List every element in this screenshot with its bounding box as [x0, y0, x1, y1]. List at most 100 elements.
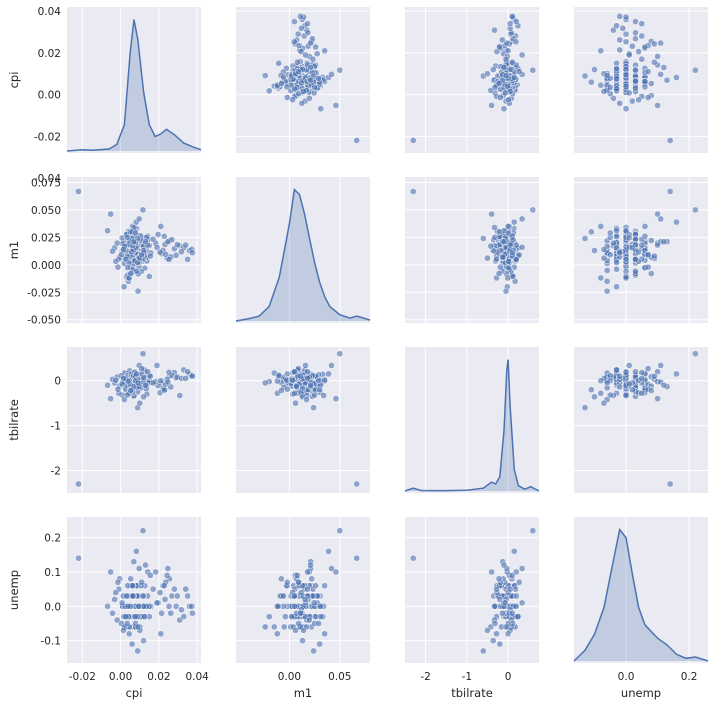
- scatter-point: [140, 637, 147, 645]
- scatter-point: [316, 386, 323, 394]
- scatter-point: [139, 206, 147, 214]
- scatter-point: [495, 270, 503, 277]
- scatter-point: [132, 229, 139, 237]
- panel-tbilrate-vs-unemp: [574, 347, 708, 493]
- scatter-point: [325, 548, 332, 555]
- scatter-point: [504, 229, 512, 237]
- scatter-point: [189, 372, 196, 380]
- scatter-point: [127, 387, 135, 394]
- scatter-point: [504, 274, 512, 282]
- scatter-point: [295, 620, 303, 627]
- scatter-point: [123, 391, 131, 399]
- scatter-point: [635, 96, 642, 104]
- scatter-point: [610, 95, 617, 102]
- scatter-point: [632, 77, 639, 85]
- scatter-point: [673, 74, 680, 81]
- scatter-point: [280, 73, 287, 81]
- scatter-point: [292, 627, 299, 634]
- scatter-point: [107, 568, 114, 576]
- scatter-point: [489, 637, 497, 645]
- scatter-point: [651, 252, 658, 260]
- scatter-point: [188, 602, 196, 610]
- scatter-point: [644, 68, 652, 76]
- scatter-point: [657, 215, 665, 223]
- y-axis-label-unemp: unemp: [7, 570, 21, 610]
- scatter-point: [297, 48, 305, 55]
- scatter-point: [616, 383, 624, 391]
- scatter-point: [128, 640, 136, 648]
- scatter-point: [353, 137, 361, 144]
- scatter-point: [156, 589, 164, 596]
- scatter-point: [127, 575, 135, 583]
- scatter-point: [320, 392, 328, 399]
- scatter-point: [498, 609, 506, 617]
- scatter-point: [491, 26, 498, 34]
- y-tick-label: 0.1: [44, 567, 61, 579]
- scatter-point: [666, 480, 674, 488]
- scatter-point: [124, 602, 132, 610]
- scatter-point: [146, 572, 154, 579]
- scatter-point: [160, 232, 168, 240]
- scatter-point: [294, 30, 302, 38]
- scatter-point: [134, 623, 142, 631]
- scatter-point: [515, 578, 523, 586]
- scatter-point: [129, 582, 136, 590]
- x-tick-label: -0.02: [69, 671, 96, 683]
- scatter-point: [504, 630, 512, 638]
- scatter-point: [178, 248, 185, 256]
- scatter-point: [491, 234, 499, 241]
- scatter-point: [135, 215, 143, 223]
- scatter-point: [666, 137, 674, 144]
- scatter-point: [321, 377, 329, 385]
- scatter-point: [491, 620, 499, 627]
- scatter-point: [496, 228, 504, 236]
- scatter-point: [654, 53, 661, 60]
- scatter-point: [171, 585, 178, 593]
- scatter-point: [613, 233, 620, 241]
- scatter-point: [505, 257, 512, 265]
- scatter-point: [496, 43, 503, 51]
- scatter-point: [635, 48, 642, 55]
- scatter-point: [153, 243, 161, 251]
- scatter-point: [295, 42, 303, 49]
- scatter-point: [149, 379, 157, 387]
- scatter-point: [114, 263, 122, 271]
- scatter-point: [270, 623, 278, 631]
- scatter-point: [184, 368, 191, 376]
- scatter-point: [180, 613, 188, 620]
- scatter-point: [176, 392, 184, 399]
- scatter-point: [173, 241, 181, 249]
- scatter-point: [328, 565, 335, 572]
- scatter-point: [641, 43, 649, 51]
- scatter-point: [493, 585, 500, 593]
- scatter-point: [409, 554, 417, 562]
- scatter-point: [663, 76, 671, 84]
- scatter-point: [606, 251, 614, 259]
- scatter-point: [512, 18, 520, 25]
- scatter-point: [654, 368, 661, 376]
- scatter-point: [310, 647, 317, 655]
- scatter-point: [622, 83, 630, 90]
- scatter-point: [139, 527, 147, 535]
- scatter-point: [164, 565, 172, 572]
- scatter-point: [502, 287, 510, 295]
- scatter-point: [184, 592, 191, 600]
- scatter-point: [613, 366, 620, 374]
- scatter-point: [307, 64, 314, 71]
- scatter-point: [353, 480, 361, 488]
- scatter-point: [142, 381, 149, 389]
- scatter-point: [613, 22, 620, 30]
- scatter-point: [512, 241, 520, 249]
- scatter-point: [651, 58, 658, 66]
- scatter-point: [491, 84, 499, 91]
- scatter-point: [654, 241, 661, 249]
- scatter-point: [145, 273, 153, 280]
- scatter-point: [293, 382, 300, 390]
- scatter-point: [508, 13, 516, 20]
- scatter-point: [157, 223, 165, 230]
- scatter-point: [133, 267, 141, 275]
- scatter-point: [641, 78, 649, 86]
- scatter-point: [600, 399, 608, 407]
- panel-cpi-vs-cpi: [67, 7, 201, 153]
- scatter-point: [518, 243, 526, 251]
